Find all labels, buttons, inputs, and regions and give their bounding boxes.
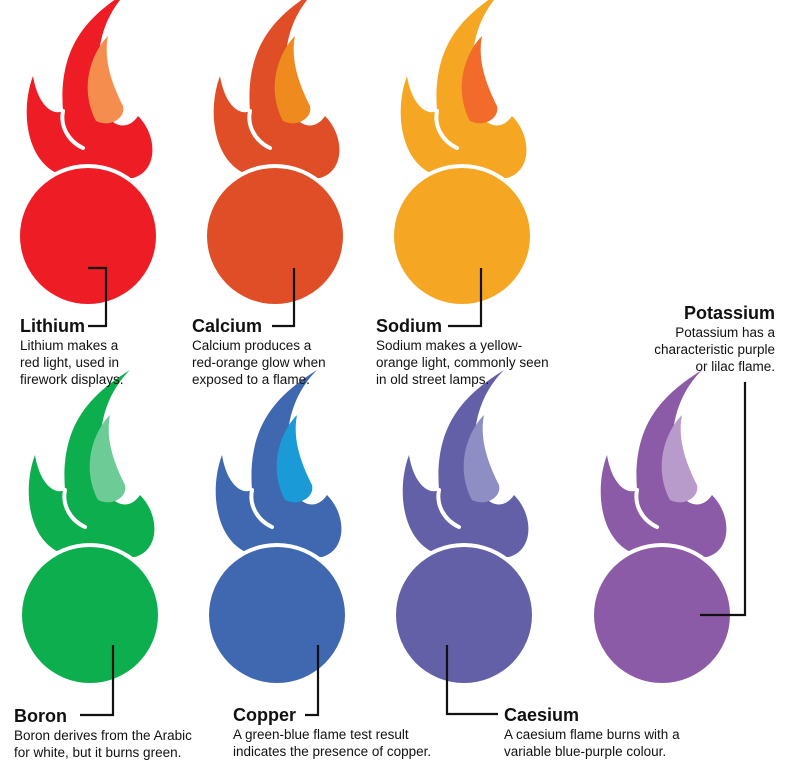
element-boron [18,370,162,687]
element-description: Boron derives from the Arabic for white,… [14,728,192,760]
label-sodium: Sodium Sodium makes a yellow- orange lig… [376,315,549,388]
calcium-ball [207,168,343,304]
element-description: A green-blue flame test result indicates… [233,727,432,759]
element-copper [205,370,349,687]
element-name: Copper [233,705,296,725]
element-name: Caesium [504,705,580,725]
element-description: Lithium makes a red light, used in firew… [20,338,124,387]
element-description: Potassium has a characteristic purple or… [654,325,775,374]
calcium-connector [272,268,296,328]
element-name: Sodium [376,316,442,336]
element-description: Calcium produces a red-orange glow when … [192,338,326,387]
caesium-connector [445,645,498,716]
element-caesium [392,370,536,687]
sodium-connector [448,268,483,328]
label-lithium: Lithium Lithium makes a red light, used … [20,315,124,388]
element-name: Lithium [20,316,85,336]
lithium-connector [88,266,108,328]
element-sodium [390,0,534,308]
caesium-ball [396,547,532,683]
label-boron: Boron Boron derives from the Arabic for … [14,705,192,761]
element-name: Potassium [683,303,775,323]
label-copper: Copper A green-blue flame test result in… [233,704,431,760]
element-description: Sodium makes a yellow- orange light, com… [376,338,549,387]
label-caesium: Caesium A caesium flame burns with a var… [504,704,680,760]
boron-connector [80,645,115,717]
element-name: Calcium [192,316,263,336]
element-calcium [203,0,347,308]
element-lithium [16,0,160,308]
boron-ball [22,547,158,683]
lithium-ball [20,168,156,304]
label-calcium: Calcium Calcium produces a red-orange gl… [192,315,326,388]
element-potassium [590,370,734,687]
potassium-ball [594,547,730,683]
label-potassium: Potassium Potassium has a characteristic… [654,302,775,375]
sodium-ball [394,168,530,304]
copper-ball [209,547,345,683]
element-description: A caesium flame burns with a variable bl… [504,727,680,759]
potassium-connector [700,382,747,617]
element-name: Boron [14,706,67,726]
copper-connector [305,645,320,717]
